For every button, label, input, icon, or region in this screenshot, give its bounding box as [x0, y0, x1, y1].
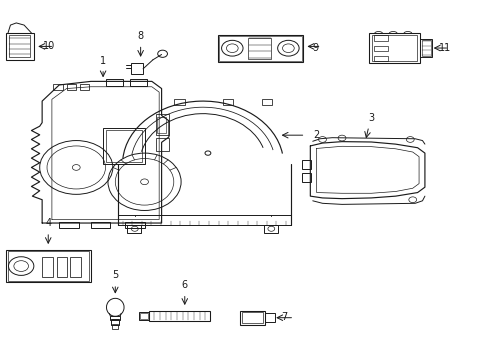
Bar [373, 35, 387, 41]
Bar [66, 84, 76, 90]
Bar [173, 99, 184, 105]
Bar [59, 222, 79, 228]
Bar [156, 138, 169, 151]
Bar [222, 99, 233, 105]
Bar [217, 35, 303, 62]
Bar [373, 45, 387, 51]
Text: 1: 1 [100, 56, 106, 66]
Bar [264, 313, 274, 322]
Bar [70, 257, 81, 277]
Bar [125, 222, 144, 228]
Bar [110, 316, 120, 320]
Bar [53, 84, 63, 90]
Bar [5, 250, 91, 282]
Bar [261, 99, 272, 105]
Bar [157, 117, 166, 134]
Bar [139, 312, 149, 320]
Text: 6: 6 [182, 280, 187, 290]
Text: 8: 8 [137, 31, 143, 41]
Bar [80, 84, 89, 90]
Bar [368, 33, 419, 63]
Bar [57, 257, 67, 277]
Text: 10: 10 [43, 41, 55, 51]
Text: 11: 11 [438, 43, 450, 53]
Bar [248, 38, 271, 59]
Bar [42, 257, 53, 277]
Bar [419, 39, 431, 57]
Bar [302, 173, 310, 182]
Bar [239, 311, 264, 324]
Bar [127, 225, 141, 233]
Bar [241, 312, 263, 323]
Bar [7, 251, 89, 281]
Bar [130, 79, 147, 86]
Bar [91, 222, 110, 228]
Bar [156, 114, 169, 135]
Bar [105, 79, 122, 86]
Bar [111, 319, 119, 324]
Bar [103, 128, 144, 164]
Bar [112, 324, 118, 329]
Text: 7: 7 [281, 312, 287, 322]
Bar [9, 36, 30, 57]
Text: 4: 4 [45, 219, 51, 228]
Bar [149, 311, 210, 321]
Bar [5, 33, 34, 60]
Text: 2: 2 [312, 130, 318, 140]
Bar [140, 313, 148, 319]
Bar [302, 160, 310, 169]
Text: 5: 5 [112, 270, 118, 280]
Text: 3: 3 [367, 113, 374, 123]
Text: 9: 9 [312, 43, 318, 53]
Bar [373, 56, 387, 61]
Bar [131, 63, 143, 74]
Bar [118, 215, 290, 225]
Bar [264, 225, 277, 233]
Bar [105, 130, 142, 162]
Bar [371, 36, 416, 60]
Bar [219, 36, 301, 60]
Bar [421, 40, 430, 56]
